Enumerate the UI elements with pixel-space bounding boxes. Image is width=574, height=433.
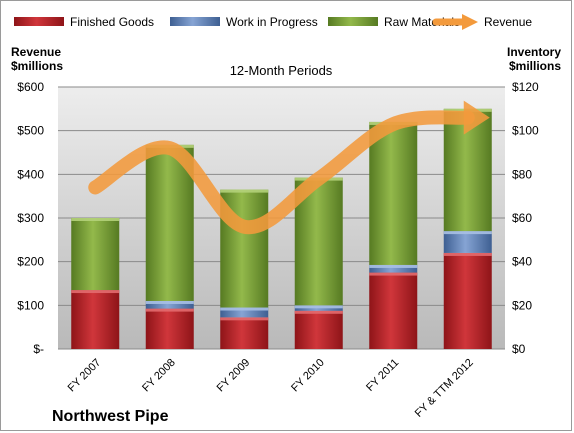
- bar-work-in-progress-cap: [145, 300, 194, 304]
- bar-raw-materials-cap: [220, 189, 269, 193]
- bar-finished-goods-cap: [443, 252, 492, 256]
- left-tick-label: $100: [17, 298, 44, 312]
- bar-finished-goods: [220, 317, 269, 349]
- category-label: FY 2011: [364, 357, 401, 394]
- legend-swatch-revenue: [432, 14, 478, 30]
- right-axis-title-line2: $millions: [509, 59, 561, 73]
- revenue-line-layer: [88, 100, 490, 235]
- bar-finished-goods: [443, 252, 492, 349]
- left-tick-label: $500: [17, 124, 44, 138]
- bar-work-in-progress: [145, 300, 194, 309]
- bar-work-in-progress: [220, 307, 269, 318]
- bar-work-in-progress-cap: [443, 231, 492, 235]
- bar-work-in-progress-cap: [220, 307, 269, 311]
- bar-finished-goods-cap: [294, 310, 343, 314]
- revenue-line: [88, 110, 475, 235]
- revenue-arrowhead: [463, 100, 490, 135]
- bar-work-in-progress: [443, 231, 492, 253]
- right-axis-title-line1: Inventory: [507, 45, 561, 59]
- legend: Finished Goods Work in Progress Raw Mate…: [14, 14, 532, 30]
- category-label: FY 2007: [66, 357, 104, 395]
- bar-finished-goods-cap: [145, 308, 194, 312]
- right-tick-label: $60: [512, 211, 532, 225]
- right-tick-label: $0: [512, 342, 526, 356]
- bars: [71, 108, 492, 349]
- left-tick-label: $600: [17, 80, 44, 94]
- left-tick-label: $300: [17, 211, 44, 225]
- bar-finished-goods: [369, 272, 418, 349]
- right-tick-label: $40: [512, 255, 532, 269]
- bar-finished-goods-cap: [369, 272, 418, 276]
- bar-work-in-progress-cap: [369, 264, 418, 268]
- legend-swatch-finished-goods: [14, 17, 64, 26]
- right-tick-label: $120: [512, 80, 539, 94]
- bar-finished-goods: [71, 290, 120, 349]
- category-label: FY 2009: [215, 357, 253, 395]
- left-axis-title-line1: Revenue: [11, 45, 61, 59]
- legend-swatch-work-in-progress: [170, 17, 220, 26]
- legend-label-revenue: Revenue: [484, 15, 532, 29]
- bar-raw-materials-cap: [71, 218, 120, 221]
- bar-raw-materials: [71, 218, 120, 291]
- left-tick-label: $-: [33, 342, 44, 356]
- left-tick-label: $400: [17, 167, 44, 181]
- legend-label-work-in-progress: Work in Progress: [226, 15, 318, 29]
- right-tick-label: $80: [512, 167, 532, 181]
- left-tick-label: $200: [17, 255, 44, 269]
- category-label: FY 2010: [289, 357, 327, 395]
- bar-work-in-progress: [369, 264, 418, 273]
- right-tick-label: $20: [512, 298, 532, 312]
- legend-swatch-raw-materials: [328, 17, 378, 26]
- bar-finished-goods-cap: [71, 290, 120, 294]
- bar-finished-goods: [145, 308, 194, 349]
- bar-raw-materials: [145, 144, 194, 301]
- left-axis-title-line2: $millions: [11, 59, 63, 73]
- category-label: FY 2008: [140, 357, 178, 395]
- legend-label-finished-goods: Finished Goods: [70, 15, 154, 29]
- category-label: FY & TTM 2012: [413, 357, 476, 420]
- chart-title: 12-Month Periods: [230, 63, 333, 78]
- right-tick-label: $100: [512, 124, 539, 138]
- bar-finished-goods: [294, 310, 343, 349]
- bar-work-in-progress-cap: [294, 305, 343, 309]
- grid-lines: [58, 86, 505, 350]
- bar-finished-goods-cap: [220, 317, 269, 321]
- bar-raw-materials: [369, 121, 418, 265]
- company-name: Northwest Pipe: [52, 408, 169, 425]
